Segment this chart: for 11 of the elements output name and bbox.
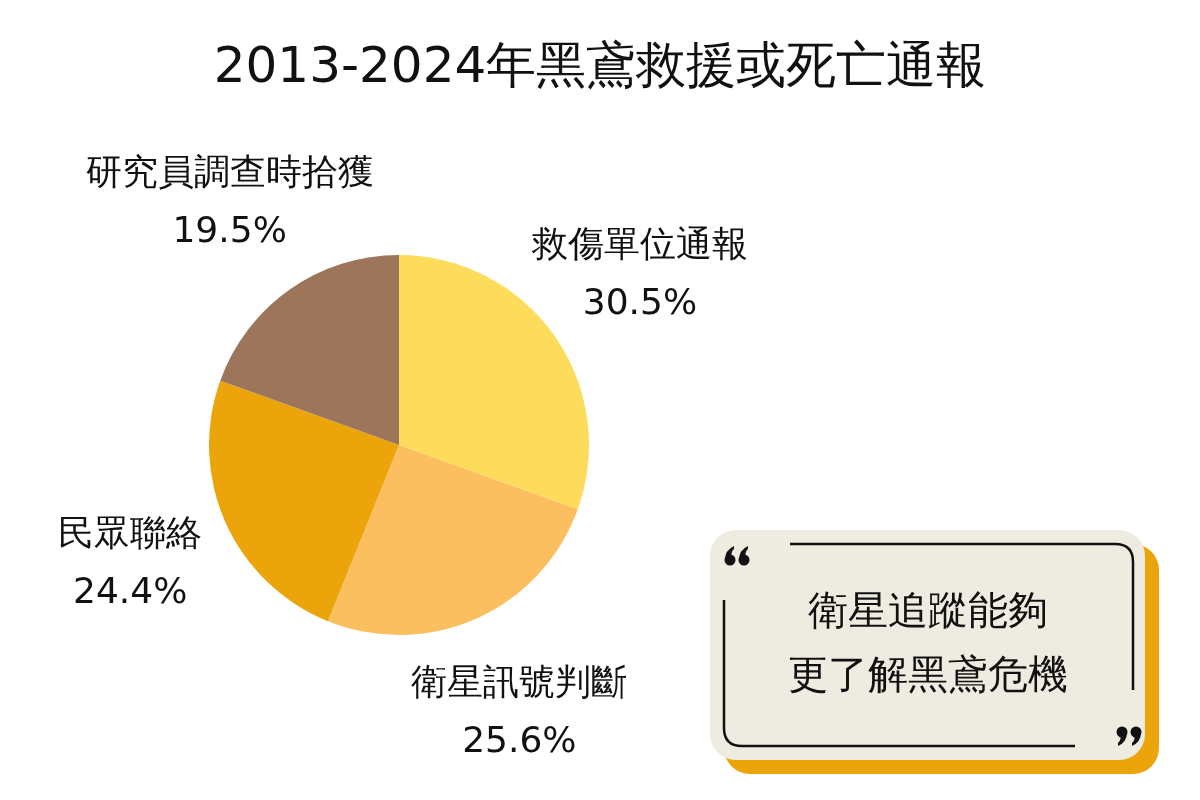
data-label: 30.5%	[582, 280, 698, 322]
text: 更了解黑鳶危機	[787, 651, 1068, 697]
data-label: 24.4%	[73, 570, 188, 612]
slice-label: 研究員調查時拾獲	[85, 151, 374, 193]
data-label: 19.5%	[172, 209, 287, 251]
slice-label: 民眾聯絡	[58, 512, 203, 554]
slice-label: 救傷單位通報	[530, 222, 748, 264]
text: 衛星追蹤能夠	[807, 587, 1048, 633]
data-label: 25.6%	[462, 718, 577, 760]
slice-label: 衛星訊號判斷	[411, 660, 628, 702]
chart-title: 2013-2024年黑鳶救援或死亡通報	[213, 35, 987, 94]
